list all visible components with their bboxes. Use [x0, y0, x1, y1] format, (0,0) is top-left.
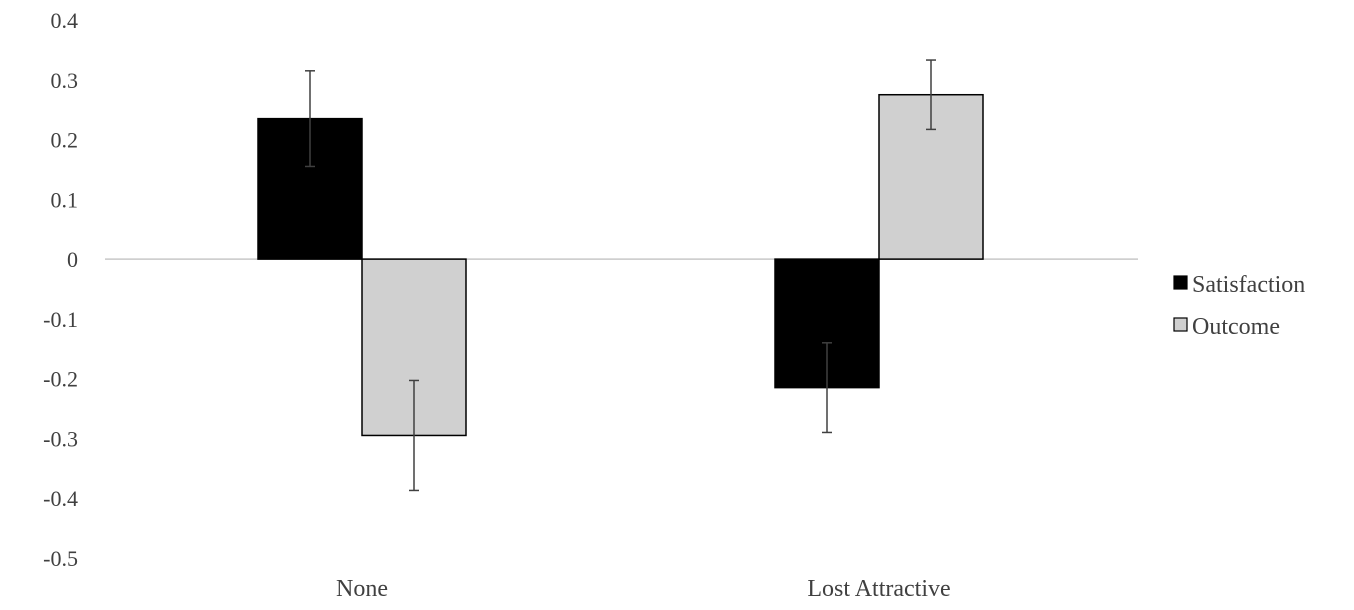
y-tick-label: 0 — [67, 247, 78, 272]
legend-label: Satisfaction — [1192, 272, 1305, 298]
y-tick-label: -0.2 — [43, 367, 78, 392]
x-category-label: Lost Attractive — [807, 576, 950, 602]
error-bar — [305, 70, 315, 168]
y-tick-label: 0.4 — [51, 8, 79, 33]
error-bar — [822, 342, 832, 434]
y-tick-label: 0.3 — [51, 68, 79, 93]
legend-swatch — [1173, 275, 1188, 290]
y-tick-label: 0.1 — [51, 187, 79, 212]
y-tick-label: -0.1 — [43, 307, 78, 332]
legend-item-outcome: Outcome — [1173, 314, 1280, 340]
error-bars — [305, 59, 936, 492]
x-axis-category-labels: None Lost Attractive — [336, 576, 951, 602]
y-tick-label: -0.3 — [43, 426, 78, 451]
y-axis-tick-labels: 0.4 0.3 0.2 0.1 0 -0.1 -0.2 -0.3 -0.4 -0.5 — [43, 8, 78, 571]
error-bar — [926, 59, 936, 131]
error-bar — [409, 379, 419, 492]
legend-swatch — [1173, 317, 1188, 332]
y-tick-label: 0.2 — [51, 128, 79, 153]
bar-series — [257, 93, 984, 437]
legend-label: Outcome — [1192, 314, 1280, 340]
y-tick-label: -0.5 — [43, 546, 78, 571]
x-category-label: None — [336, 576, 388, 602]
y-tick-label: -0.4 — [43, 486, 78, 511]
legend: Satisfaction Outcome — [1173, 272, 1305, 340]
legend-item-satisfaction: Satisfaction — [1173, 272, 1305, 298]
